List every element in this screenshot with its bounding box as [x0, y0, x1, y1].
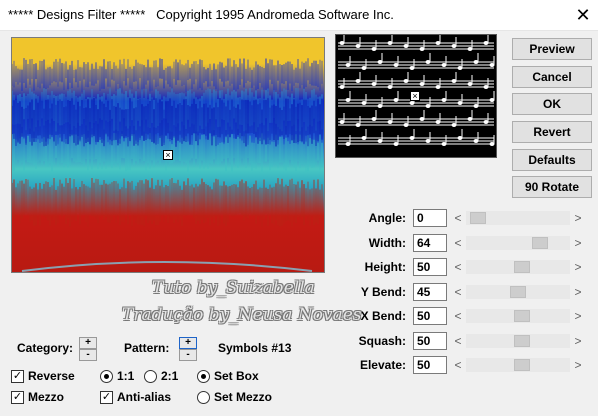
slider-left-arrow-icon[interactable]: < [454, 235, 462, 250]
ratio-1-1-radio[interactable] [100, 370, 113, 383]
ratio-1-1-label: 1:1 [117, 369, 135, 383]
slider-right-arrow-icon[interactable]: > [574, 284, 582, 299]
slider-left-arrow-icon[interactable]: < [454, 333, 462, 348]
mezzo-label: Mezzo [28, 390, 64, 404]
set-mezzo-radio[interactable] [197, 391, 210, 404]
ratio-2-1-label: 2:1 [161, 369, 179, 383]
category-decrease-button[interactable]: - [79, 349, 97, 361]
elevate-label: Elevate: [359, 358, 406, 372]
slider-left-arrow-icon[interactable]: < [454, 260, 462, 274]
title-bar: ***** Designs Filter ***** Copyright 199… [0, 0, 598, 31]
squash-input[interactable]: 50 [413, 331, 447, 350]
slider-track[interactable] [466, 211, 570, 225]
pattern-increase-button[interactable]: + [179, 337, 197, 349]
cancel-button[interactable]: Cancel [512, 66, 592, 88]
angle-label: Angle: [368, 211, 406, 225]
set-box-radio[interactable] [197, 370, 210, 383]
x-bend-slider[interactable]: < > [452, 307, 584, 325]
elevate-input[interactable]: 50 [413, 356, 447, 374]
slider-right-arrow-icon[interactable]: > [574, 309, 582, 323]
reverse-checkbox[interactable]: ✓ [11, 370, 24, 383]
preview-texture [12, 58, 323, 272]
y-bend-input[interactable]: 45 [413, 282, 447, 301]
width-input[interactable]: 64 [413, 233, 447, 252]
angle-slider[interactable]: < > [452, 209, 584, 227]
pattern-label: Pattern: [124, 341, 170, 355]
category-increase-button[interactable]: + [79, 337, 97, 349]
set-box-label: Set Box [214, 369, 259, 383]
slider-left-arrow-icon[interactable]: < [454, 284, 462, 299]
ok-button[interactable]: OK [512, 93, 592, 115]
slider-right-arrow-icon[interactable]: > [574, 235, 582, 250]
thumbnail-marker-icon[interactable]: × [410, 91, 420, 101]
width-slider[interactable]: < > [452, 233, 584, 252]
slider-left-arrow-icon[interactable]: < [454, 358, 462, 372]
anti-alias-checkbox[interactable]: ✓ [100, 391, 113, 404]
y-bend-slider[interactable]: < > [452, 282, 584, 301]
slider-thumb[interactable] [514, 310, 530, 322]
reverse-label: Reverse [28, 369, 75, 383]
set-mezzo-label: Set Mezzo [214, 390, 273, 404]
elevate-slider[interactable]: < > [452, 356, 584, 374]
slider-right-arrow-icon[interactable]: > [574, 333, 582, 348]
close-icon[interactable]: ✕ [575, 5, 591, 25]
anti-alias-label: Anti-alias [117, 390, 172, 404]
slider-thumb[interactable] [514, 334, 530, 347]
music-notes-pattern [338, 35, 495, 146]
defaults-button[interactable]: Defaults [512, 149, 592, 171]
slider-thumb[interactable] [509, 285, 526, 298]
slider-thumb[interactable] [514, 261, 530, 273]
slider-track[interactable] [466, 235, 570, 250]
watermark-translation-credit: Tradução by_Neusa Novaes [122, 305, 362, 325]
slider-right-arrow-icon[interactable]: > [574, 358, 582, 372]
mezzo-checkbox[interactable]: ✓ [11, 391, 24, 404]
preview-canvas[interactable]: × [11, 37, 325, 273]
angle-input[interactable]: 0 [413, 209, 447, 227]
preview-button[interactable]: Preview [512, 38, 592, 60]
height-input[interactable]: 50 [413, 258, 447, 276]
watermark-tutorial-credit: Tuto by_Suizabella [152, 278, 315, 298]
squash-slider[interactable]: < > [452, 331, 584, 350]
slider-left-arrow-icon[interactable]: < [454, 309, 462, 323]
category-label: Category: [17, 341, 74, 355]
width-label: Width: [368, 235, 406, 250]
pattern-decrease-button[interactable]: - [179, 349, 197, 361]
center-marker-icon[interactable]: × [163, 150, 173, 160]
slider-left-arrow-icon[interactable]: < [454, 211, 462, 225]
slider-right-arrow-icon[interactable]: > [574, 211, 582, 225]
slider-thumb[interactable] [531, 236, 548, 249]
revert-button[interactable]: Revert [512, 121, 592, 143]
pattern-thumbnail[interactable]: × [335, 34, 497, 158]
squash-label: Squash: [358, 333, 406, 348]
slider-thumb[interactable] [470, 212, 486, 224]
ratio-2-1-radio[interactable] [144, 370, 157, 383]
window-title: ***** Designs Filter ***** Copyright 199… [8, 7, 394, 22]
slider-right-arrow-icon[interactable]: > [574, 260, 582, 274]
height-slider[interactable]: < > [452, 258, 584, 276]
x-bend-input[interactable]: 50 [413, 307, 447, 325]
x-bend-label: X Bend: [360, 309, 406, 323]
height-label: Height: [364, 260, 406, 274]
rotate-90-button[interactable]: 90 Rotate [512, 176, 592, 198]
slider-thumb[interactable] [514, 359, 530, 371]
pattern-name: Symbols #13 [218, 341, 292, 355]
y-bend-label: Y Bend: [360, 284, 406, 299]
